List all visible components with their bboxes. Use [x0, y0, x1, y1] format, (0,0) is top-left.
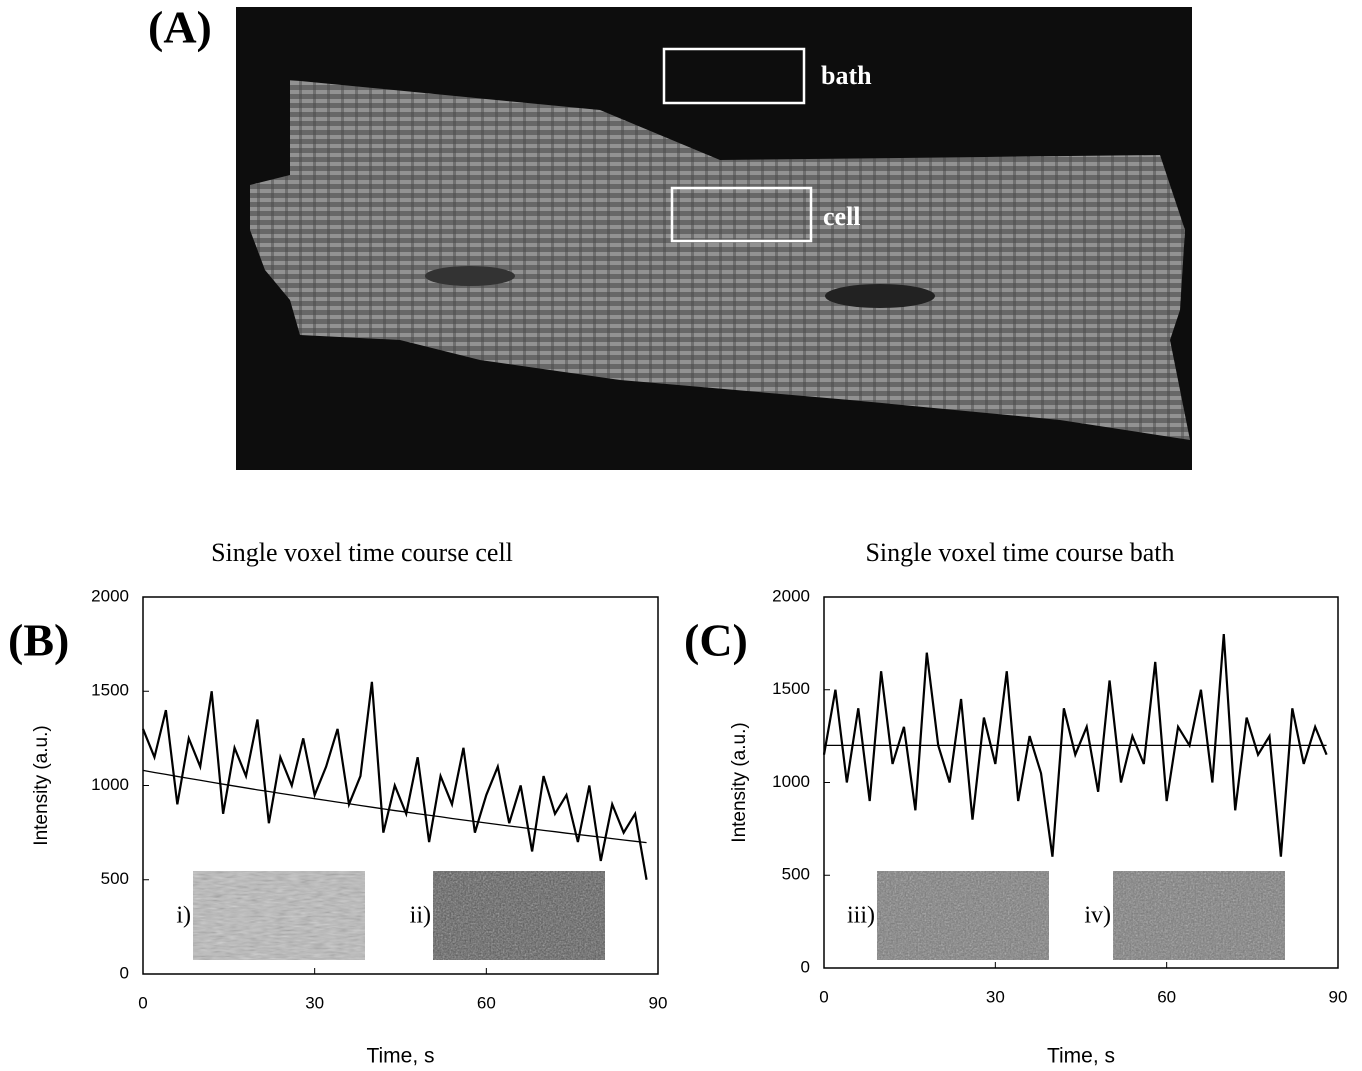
y-tick-label: 500: [101, 869, 129, 888]
y-tick-label: 2000: [91, 586, 129, 605]
x-axis-label: Time, s: [1047, 1045, 1115, 1068]
chart-title: Single voxel time course bath: [865, 538, 1174, 567]
x-axis-label: Time, s: [366, 1045, 434, 1068]
nucleus: [425, 266, 515, 286]
x-tick-label: 90: [649, 993, 668, 1012]
nucleus: [825, 284, 935, 308]
inset-label: iii): [847, 903, 875, 929]
data-line: [141, 681, 648, 880]
y-axis-label: Intensity (a.u.): [729, 722, 750, 842]
y-tick-label: 500: [782, 865, 810, 884]
inset-label: ii): [410, 903, 431, 929]
panel-label: (C): [684, 615, 748, 666]
y-tick-label: 1500: [772, 679, 810, 698]
x-tick-label: 0: [138, 993, 147, 1012]
y-tick-label: 1000: [772, 772, 810, 791]
y-tick-label: 0: [120, 963, 129, 982]
fit-line: [142, 769, 647, 844]
chart-title: Single voxel time course cell: [211, 538, 513, 567]
x-tick-label: 90: [1329, 987, 1348, 1006]
roi-box: [662, 47, 806, 105]
y-tick-label: 1000: [91, 775, 129, 794]
region-label: bath: [821, 61, 872, 90]
cell-body: [250, 80, 1190, 440]
y-tick-label: 2000: [772, 586, 810, 605]
y-tick-label: 1500: [91, 681, 129, 700]
inset-image: [877, 871, 1049, 960]
panel-label: (A): [148, 2, 212, 53]
data-line: [822, 634, 1328, 857]
roi-box: [670, 186, 813, 243]
x-tick-label: 30: [305, 993, 324, 1012]
y-tick-label: 0: [801, 957, 810, 976]
region-label: cell: [823, 202, 861, 231]
x-tick-label: 0: [819, 987, 828, 1006]
inset-image: [433, 871, 605, 960]
inset-label: i): [176, 903, 191, 929]
inset-image: [1113, 871, 1285, 960]
x-tick-label: 60: [1157, 987, 1176, 1006]
inset-image: [193, 871, 365, 960]
inset-label: iv): [1084, 903, 1111, 929]
x-tick-label: 30: [986, 987, 1005, 1006]
x-tick-label: 60: [477, 993, 496, 1012]
panel-label: (B): [8, 615, 69, 666]
y-axis-label: Intensity (a.u.): [31, 725, 52, 845]
